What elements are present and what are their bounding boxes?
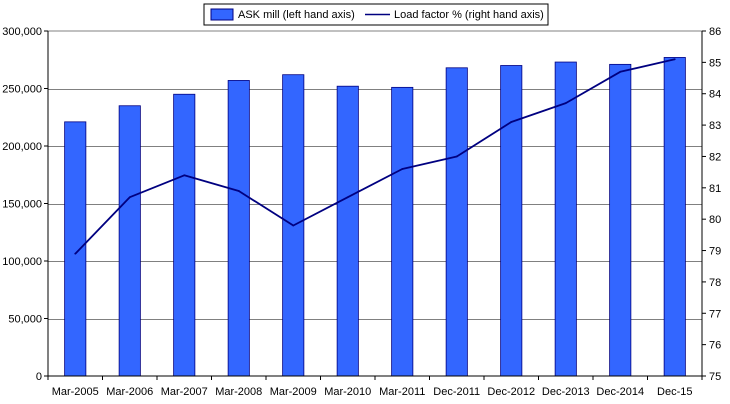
load-factor-line [74, 58, 676, 255]
right-tick-label: 86 [709, 26, 721, 38]
left-axis: 0 50,000 100,000 150,000 200,000 250,000 300,0… [2, 26, 49, 383]
gridlines [48, 89, 702, 320]
bar-dec-2012 [500, 65, 523, 377]
bar-dec-2014 [609, 63, 632, 377]
legend-label-load-factor: Load factor % (right hand axis) [394, 9, 544, 21]
right-tick-label: 79 [709, 246, 721, 258]
bar-mar-2008 [227, 80, 250, 377]
legend-bar-swatch [210, 8, 234, 21]
bar-dec-15 [663, 57, 686, 377]
x-tick-label: Mar-2005 [52, 386, 99, 398]
load-factor-point-mar-2008 [237, 190, 240, 192]
left-tick-label: 0 [36, 371, 42, 383]
bar-mar-2007 [173, 93, 196, 377]
left-tick-label: 300,000 [2, 26, 42, 38]
right-tick-label: 75 [709, 371, 721, 383]
bar-dec-2013 [554, 61, 577, 377]
x-tick-label: Mar-2010 [324, 386, 371, 398]
load-factor-point-dec-15 [673, 58, 676, 61]
left-tick-label: 250,000 [2, 84, 42, 96]
bar-mar-2006 [118, 105, 141, 377]
load-factor-point-dec-2011 [455, 155, 458, 158]
x-tick-label: Dec-2013 [542, 386, 590, 398]
load-factor-point-mar-2011 [401, 168, 404, 170]
bar-mar-2005 [64, 121, 87, 377]
load-factor-point-mar-2009 [292, 224, 295, 227]
x-tick-label: Dec-2014 [596, 386, 644, 398]
bars [64, 57, 686, 377]
bar-mar-2010 [336, 85, 359, 377]
right-tick-label: 83 [709, 120, 721, 132]
left-tick-label: 50,000 [8, 314, 42, 326]
load-factor-point-mar-2010 [346, 196, 349, 199]
right-tick-label: 85 [709, 57, 721, 69]
x-tick-label: Mar-2011 [379, 386, 425, 398]
right-axis: 75 76 77 78 79 80 81 82 83 84 85 86 [701, 26, 721, 383]
x-tick-label: Dec-2012 [487, 386, 535, 398]
right-tick-label: 78 [709, 277, 721, 289]
load-factor-point-dec-2012 [510, 121, 513, 123]
right-tick-label: 77 [709, 308, 721, 320]
bar-mar-2011 [391, 86, 414, 377]
x-tick-label: Mar-2009 [270, 386, 317, 398]
legend: ASK mill (left hand axis) Load factor % … [203, 3, 549, 26]
x-tick-label: Mar-2006 [106, 386, 153, 398]
right-tick-label: 82 [709, 151, 721, 163]
load-factor-point-mar-2005 [74, 252, 77, 255]
legend-label-ask: ASK mill (left hand axis) [238, 9, 355, 21]
x-tick-label: Mar-2007 [161, 386, 208, 398]
left-tick-label: 100,000 [2, 256, 42, 268]
load-factor-point-mar-2007 [183, 174, 186, 177]
x-tick-label: Dec-2011 [433, 386, 480, 398]
x-tick-label: Dec-15 [657, 386, 692, 398]
right-tick-label: 76 [709, 340, 721, 352]
right-tick-label: 80 [709, 214, 721, 226]
left-tick-label: 200,000 [2, 141, 42, 153]
bar-dec-2011 [445, 67, 468, 377]
x-axis: Mar-2005 Mar-2006 Mar-2007 Mar-2008 Mar-2009… [47, 375, 703, 398]
load-factor-point-mar-2006 [128, 196, 131, 199]
load-factor-point-dec-2013 [564, 102, 567, 105]
load-factor-point-dec-2014 [619, 70, 622, 73]
load-factor-line-layer [74, 58, 676, 255]
right-tick-label: 84 [709, 89, 721, 101]
plot-area-frame [47, 30, 703, 377]
x-tick-label: Mar-2008 [215, 386, 262, 398]
right-tick-label: 81 [709, 183, 721, 195]
left-tick-label: 150,000 [2, 199, 42, 211]
